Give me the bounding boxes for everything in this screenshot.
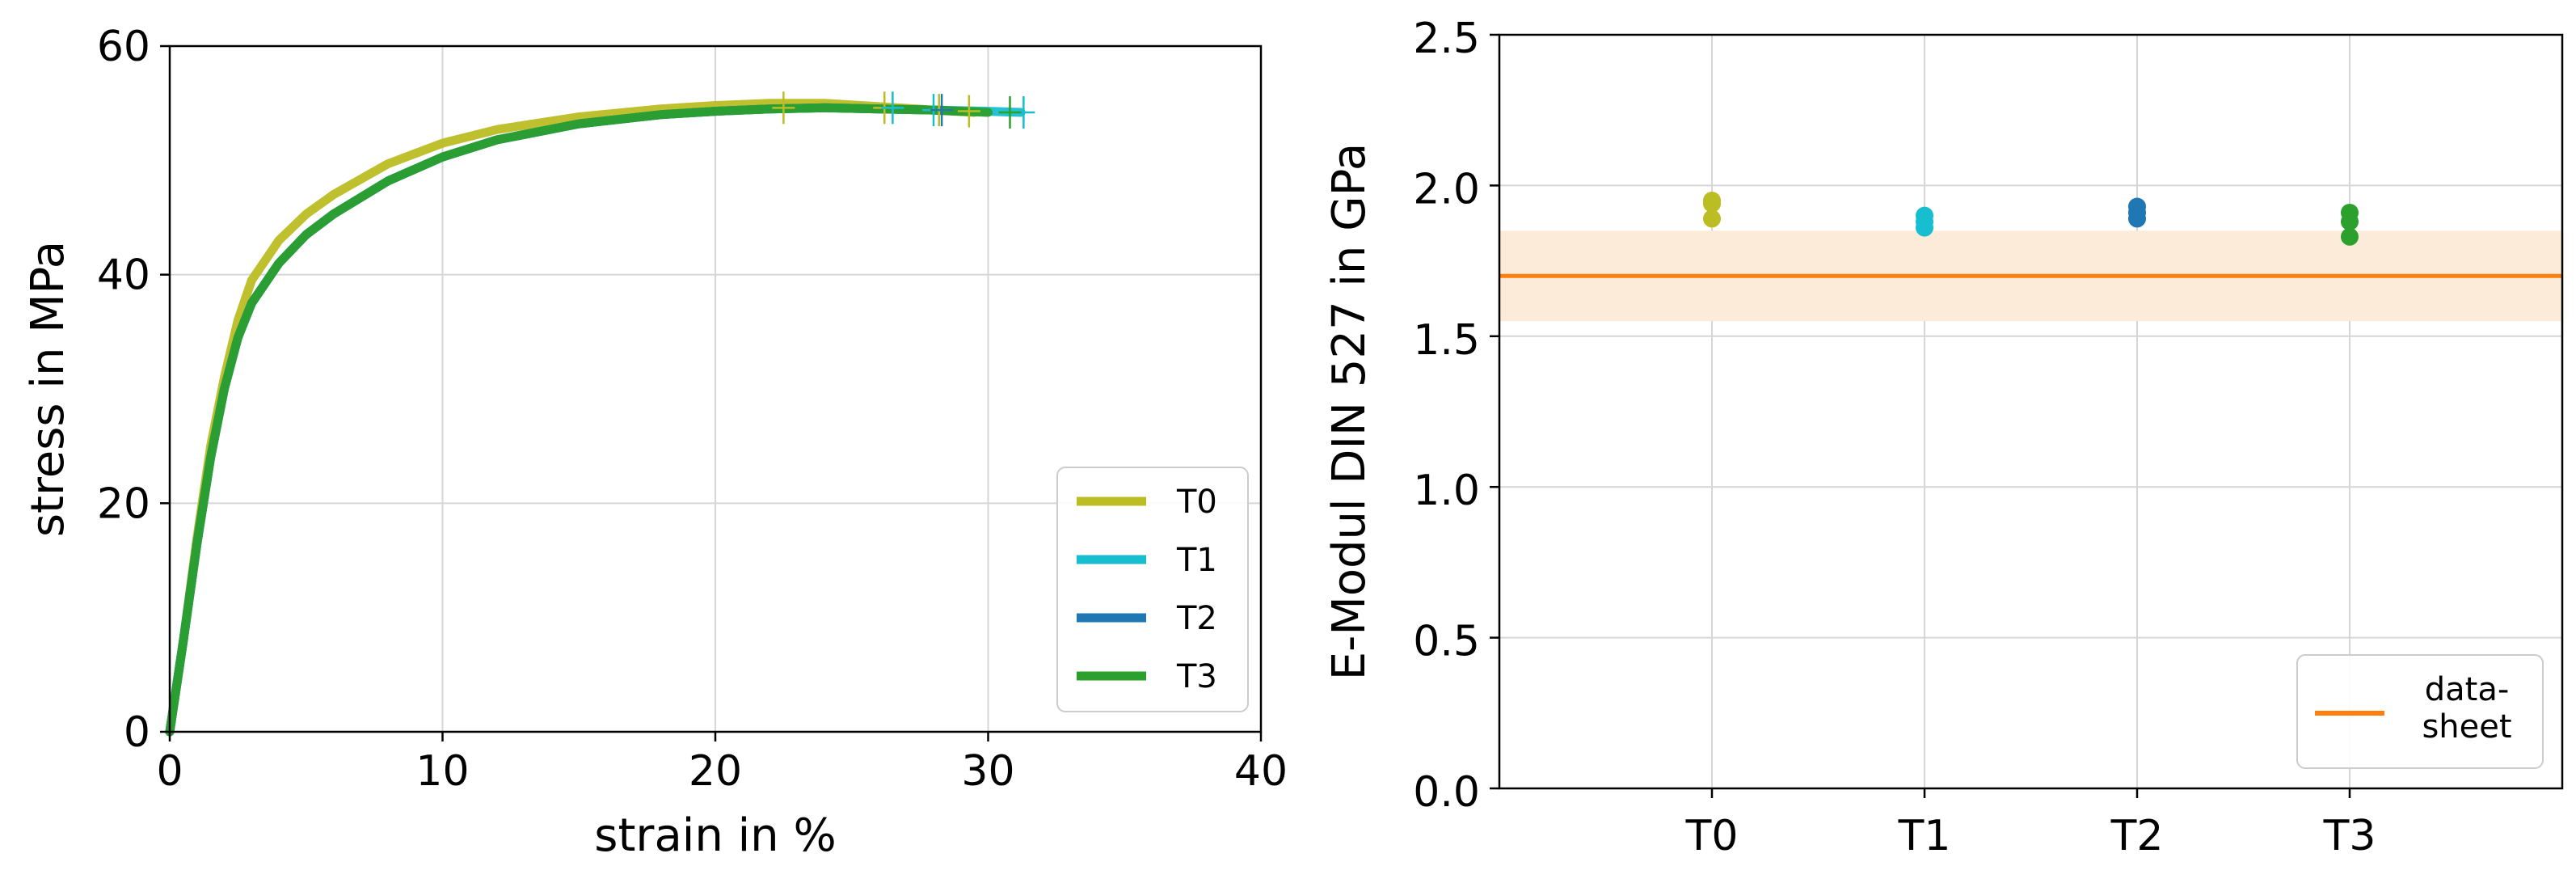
legend: T0 T1 T2 T3 (1056, 467, 1249, 712)
x-tick-label: T0 (1685, 812, 1739, 860)
fracture-marker (930, 94, 954, 127)
legend-label: data-sheet (2422, 671, 2511, 746)
y-tick-labels: 0 20 40 60 (97, 23, 170, 757)
legend-item-t2: T2 (1077, 600, 1217, 637)
legend-label: T2 (1176, 600, 1217, 637)
fracture-marker (998, 95, 1022, 129)
x-tick-labels: T0 T1 T2 T3 (1685, 788, 2376, 860)
data-point-t3 (2341, 227, 2359, 246)
y-axis-label: E-Modul DIN 527 in GPa (1323, 143, 1376, 680)
x-tick-label: T2 (2110, 812, 2164, 860)
fracture-marker (881, 91, 904, 125)
x-tick-label: 10 (415, 747, 469, 796)
plot-series (165, 99, 1026, 737)
y-tick-label: 20 (97, 480, 150, 528)
y-tick-label: 40 (97, 251, 150, 300)
y-tick-label: 0.0 (1413, 768, 1480, 817)
data-point-t0 (1703, 194, 1721, 213)
y-tick-label: 60 (97, 23, 150, 71)
y-tick-labels: 0.0 0.5 1.0 1.5 2.0 2.5 (1413, 15, 1499, 817)
data-point-t3 (2341, 213, 2359, 231)
series-line-t0 (165, 99, 980, 737)
legend-box (1056, 467, 1249, 712)
y-tick-label: 1.0 (1413, 467, 1480, 515)
x-tick-label: T3 (2323, 812, 2376, 860)
legend-label: T3 (1176, 658, 1217, 695)
legend-item-t1: T1 (1077, 542, 1217, 579)
data-point-t0 (1703, 209, 1721, 228)
x-tick-labels: 0 10 20 30 40 (156, 732, 1288, 796)
x-axis-label: strain in % (594, 809, 836, 862)
legend: data-sheet (2296, 654, 2544, 769)
legend-item-datasheet: data-sheet (2315, 671, 2512, 746)
x-tick-label: 20 (689, 747, 742, 796)
y-tick-label: 2.0 (1413, 165, 1480, 213)
y-tick-label: 0.5 (1413, 618, 1480, 666)
x-tick-label: 40 (1234, 747, 1288, 796)
data-point-t1 (1916, 218, 1933, 237)
y-tick-label: 1.5 (1413, 316, 1480, 365)
stress-strain-chart: 0 10 20 30 40 0 20 40 60 strain in % stress in … (22, 23, 1288, 862)
x-tick-label: T1 (1898, 812, 1951, 860)
y-tick-label: 2.5 (1413, 15, 1480, 63)
legend-box (2296, 654, 2544, 769)
scatter-points (1703, 192, 2359, 246)
data-point-t2 (2128, 209, 2146, 228)
series-line-t2 (165, 103, 966, 737)
e-modulus-chart: T0 T1 T2 T3 0.0 0.5 1.0 1.5 2.0 2.5 E-Modul DIN … (1323, 15, 2564, 860)
series-line-t3 (165, 103, 993, 737)
legend-label-line: sheet (2422, 708, 2511, 746)
fracture-marker (957, 95, 980, 128)
y-tick-label: 0 (124, 708, 150, 757)
x-tick-label: 30 (961, 747, 1014, 796)
y-axis-label: stress in MPa (22, 241, 74, 537)
plot-frame (1498, 33, 2564, 790)
legend-item-t0: T0 (1077, 484, 1217, 521)
series-line-t1 (165, 103, 1026, 737)
fracture-markers (772, 91, 1035, 129)
x-tick-label: 0 (156, 747, 183, 796)
legend-label: T0 (1176, 484, 1217, 521)
legend-label: T1 (1176, 542, 1217, 579)
legend-label-line: data- (2425, 671, 2510, 708)
fracture-marker (772, 91, 795, 125)
legend-item-t3: T3 (1077, 658, 1217, 695)
